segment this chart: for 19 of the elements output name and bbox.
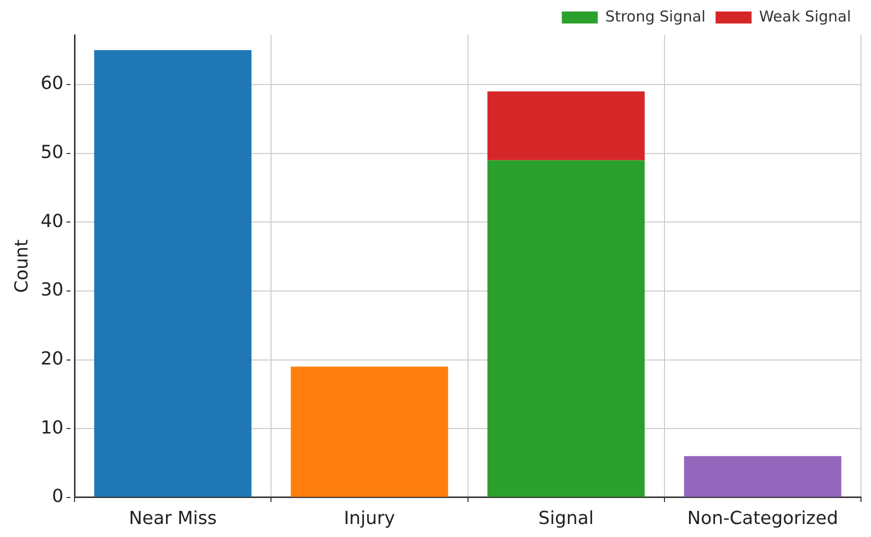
x-tick-label: Injury — [344, 508, 396, 529]
y-tick-label: 0 — [52, 486, 64, 508]
y-tick-label: 60 — [40, 73, 64, 94]
x-tick-label: Near Miss — [128, 508, 217, 529]
y-axis-title: Count — [11, 239, 32, 293]
bar — [487, 91, 645, 160]
legend-label: Strong Signal — [605, 7, 706, 26]
y-tick-label: 10 — [40, 417, 64, 438]
bar — [684, 456, 842, 497]
x-tick-label: Non-Categorized — [687, 508, 838, 529]
bar — [487, 160, 645, 497]
y-tick-label: 20 — [40, 348, 64, 370]
bar — [290, 366, 448, 497]
y-tick-label: 30 — [40, 280, 64, 301]
x-tick-label: Signal — [538, 508, 594, 529]
y-tick-label: 40 — [40, 210, 64, 232]
y-tick-label: 50 — [40, 142, 64, 164]
bar — [94, 50, 252, 497]
legend-label: Weak Signal — [759, 7, 851, 26]
